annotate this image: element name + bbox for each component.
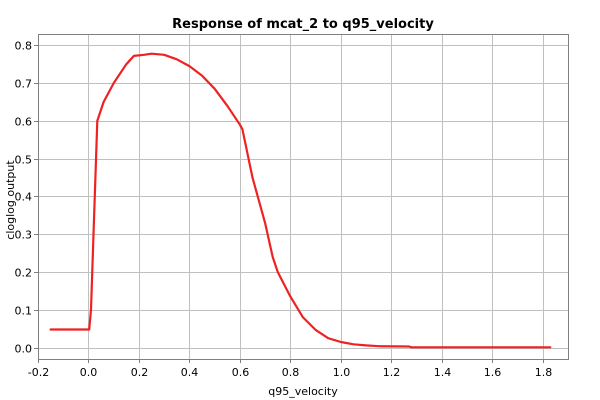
- y-tick-label: 0.7: [15, 78, 33, 91]
- y-tick-label: 0.8: [15, 40, 33, 53]
- y-tick-label: 0.4: [15, 191, 33, 204]
- y-tick-label: 0.6: [15, 116, 33, 129]
- x-tick-label: 0.6: [232, 366, 250, 379]
- x-tick-label: 0.8: [282, 366, 300, 379]
- y-tick-label: 0.2: [15, 267, 33, 280]
- chart-title: Response of mcat_2 to q95_velocity: [172, 17, 434, 32]
- plot-area-border: [38, 34, 569, 360]
- series-layer: [49, 52, 552, 349]
- y-tick-label: 0.1: [15, 305, 33, 318]
- x-tick-label: 1.6: [484, 366, 502, 379]
- response-curve-line: [49, 52, 552, 349]
- y-tick-label: 0.5: [15, 154, 33, 167]
- x-tick-label: 1.8: [535, 366, 553, 379]
- x-tick-label: 0.2: [131, 366, 149, 379]
- grid-lines: [38, 34, 568, 359]
- y-tick-label: 0.0: [15, 343, 33, 356]
- x-tick-label: 1.0: [333, 366, 351, 379]
- x-tick-label: 1.2: [383, 366, 401, 379]
- y-axis-label: cloglog output: [4, 160, 17, 240]
- x-tick-label: 0.0: [80, 366, 98, 379]
- x-tick-label: 0.4: [181, 366, 199, 379]
- x-axis-label: q95_velocity: [268, 385, 338, 398]
- y-tick-label: 0.3: [15, 229, 33, 242]
- x-tick-label: 1.4: [434, 366, 452, 379]
- axes: -0.2 0.0 0.2 0.4 0.6 0.8 1.0 1.2 1.4 1.6 1.8 0.0 0.1…: [15, 34, 569, 379]
- x-tick-label: -0.2: [28, 366, 49, 379]
